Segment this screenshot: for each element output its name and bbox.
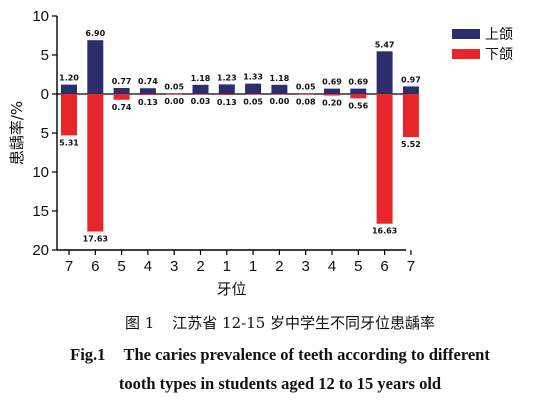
data-label-lower: 5.31	[59, 138, 79, 147]
data-label-upper: 0.77	[112, 77, 132, 86]
legend-swatch-lower	[452, 49, 480, 59]
bar-lower-jaw	[218, 94, 235, 96]
y-tick-label: 0	[41, 86, 49, 103]
caption-cn-number: 图 1	[124, 314, 155, 332]
data-label-upper: 0.69	[348, 78, 368, 87]
caption-en-label: Fig.1	[70, 345, 106, 364]
chart: 10 5 0 5 10 15 20 患龋率/% 1.20 5.31 7 6.90 17.63 6 0.77 0…	[8, 8, 513, 298]
y-tick-label: 5	[41, 125, 49, 142]
data-label-upper: 1.18	[270, 74, 290, 83]
data-label-upper: 1.33	[243, 73, 263, 82]
data-label-upper: 0.97	[401, 75, 421, 84]
x-tick-label: 7	[65, 258, 73, 275]
bar-upper-jaw	[218, 84, 235, 94]
bar-lower-jaw	[350, 94, 367, 99]
data-label-lower: 0.13	[138, 98, 158, 107]
data-label-lower: 5.52	[401, 140, 421, 149]
figure-caption-english-line1: Fig.1 The caries prevalence of teeth acco…	[0, 345, 560, 365]
bar-lower-jaw	[271, 94, 288, 95]
bar-upper-jaw	[192, 84, 209, 94]
caption-en-line1: The caries prevalence of teeth according…	[123, 345, 490, 364]
x-tick-label: 3	[302, 258, 310, 275]
bar-lower-jaw	[113, 94, 130, 100]
bar-lower-jaw	[61, 94, 77, 136]
figure-caption-english-line2: tooth types in students aged 12 to 15 ye…	[0, 374, 560, 394]
data-label-lower: 0.56	[348, 101, 368, 110]
bar-lower-jaw	[297, 94, 314, 95]
x-tick-label: 2	[196, 258, 204, 275]
bar-upper-jaw	[61, 84, 77, 94]
data-label-upper: 0.69	[322, 78, 342, 87]
data-label-lower: 0.13	[217, 98, 237, 107]
x-tick-label: 4	[144, 258, 152, 275]
data-label-upper: 1.18	[191, 74, 211, 83]
data-label-upper: 0.05	[164, 83, 184, 92]
bar-lower-jaw	[324, 94, 340, 96]
x-tick-label: 7	[407, 258, 415, 275]
data-label-upper: 6.90	[85, 29, 105, 38]
legend-swatch-upper	[452, 29, 480, 39]
y-tick-label: 15	[32, 203, 49, 220]
data-label-lower: 0.00	[164, 97, 184, 106]
x-tick-label: 1	[249, 258, 257, 275]
bar-lower-jaw	[402, 94, 419, 138]
y-tick-label: 20	[32, 242, 49, 259]
data-label-lower: 0.74	[112, 103, 132, 112]
bar-lower-jaw	[245, 94, 262, 95]
legend-label-upper: 上颌	[485, 27, 513, 43]
data-label-lower: 17.63	[83, 235, 108, 244]
data-label-lower: 16.63	[372, 227, 397, 236]
data-label-upper: 0.05	[296, 83, 316, 92]
x-tick-label: 6	[91, 258, 99, 275]
bar-upper-jaw	[376, 51, 393, 94]
bar-upper-jaw	[324, 88, 340, 94]
bar-lower-jaw	[192, 94, 209, 95]
bar-lower-jaw	[166, 94, 183, 95]
x-tick-label: 4	[328, 258, 336, 275]
data-label-lower: 0.03	[191, 97, 211, 106]
bar-upper-jaw	[271, 84, 288, 94]
bar-lower-jaw	[376, 94, 393, 224]
y-axis-title: 患龋率/%	[8, 101, 26, 165]
x-tick-label: 5	[354, 258, 362, 275]
legend-label-lower: 下颌	[485, 47, 513, 63]
x-tick-label: 3	[170, 258, 178, 275]
x-tick-label: 1	[223, 258, 231, 275]
figure-caption-chinese: 图 1 江苏省 12-15 岁中学生不同牙位患龋率	[0, 312, 560, 333]
data-label-upper: 5.47	[375, 40, 395, 49]
data-label-upper: 0.74	[138, 77, 158, 86]
bar-upper-jaw	[350, 88, 367, 94]
data-label-upper: 1.20	[59, 74, 79, 83]
data-label-upper: 1.23	[217, 73, 237, 82]
y-tick-label: 10	[32, 164, 49, 181]
bar-upper-jaw	[113, 87, 130, 94]
bar-upper-jaw	[245, 83, 262, 94]
bar-upper-jaw	[87, 40, 104, 94]
y-tick-label: 5	[41, 47, 49, 64]
caption-en-line2: tooth types in students aged 12 to 15 ye…	[118, 374, 442, 393]
bar-upper-jaw	[297, 93, 314, 95]
x-tick-label: 2	[275, 258, 283, 275]
bar-upper-jaw	[402, 86, 419, 94]
x-tick-label: 6	[380, 258, 388, 275]
data-label-lower: 0.00	[270, 97, 290, 106]
bar-lower-jaw	[87, 94, 104, 232]
caption-cn-text: 江苏省 12-15 岁中学生不同牙位患龋率	[172, 314, 436, 332]
x-tick-label: 5	[117, 258, 125, 275]
data-label-lower: 0.05	[243, 97, 263, 106]
bar-chart-svg: 10505101520患龋率/%1.205.3176.9017.6360.770…	[8, 8, 513, 298]
y-tick-label: 10	[32, 8, 49, 25]
bar-lower-jaw	[139, 94, 156, 96]
bar-upper-jaw	[166, 93, 183, 95]
x-axis-title: 牙位	[216, 280, 246, 298]
data-label-lower: 0.08	[296, 98, 316, 107]
data-label-lower: 0.20	[322, 99, 342, 108]
bar-upper-jaw	[139, 88, 156, 94]
